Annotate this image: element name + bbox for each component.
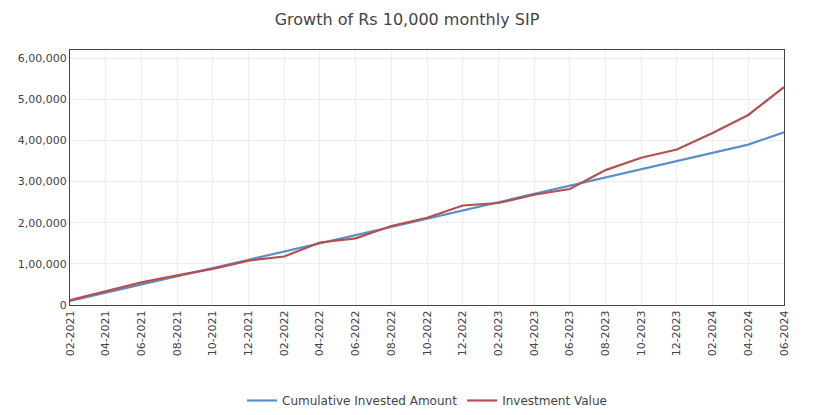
svg-text:12-2023: 12-2023	[670, 310, 683, 356]
svg-text:Growth of Rs 10,000 monthly SI: Growth of Rs 10,000 monthly SIP	[275, 10, 540, 29]
svg-text:0: 0	[60, 299, 67, 312]
svg-text:04-2024: 04-2024	[742, 310, 755, 356]
svg-text:02-2024: 02-2024	[706, 310, 719, 356]
svg-text:04-2023: 04-2023	[528, 310, 541, 356]
svg-text:10-2021: 10-2021	[206, 310, 219, 356]
svg-text:Investment Value: Investment Value	[502, 394, 607, 408]
svg-text:02-2023: 02-2023	[492, 310, 505, 356]
svg-text:5,00,000: 5,00,000	[18, 93, 67, 106]
svg-text:6,00,000: 6,00,000	[18, 52, 67, 65]
svg-text:06-2023: 06-2023	[563, 310, 576, 356]
svg-text:12-2022: 12-2022	[456, 310, 469, 356]
svg-text:06-2021: 06-2021	[135, 310, 148, 356]
svg-text:12-2021: 12-2021	[242, 310, 255, 356]
svg-text:08-2021: 08-2021	[171, 310, 184, 356]
svg-text:4,00,000: 4,00,000	[18, 134, 67, 147]
svg-text:10-2022: 10-2022	[421, 310, 434, 356]
svg-text:08-2022: 08-2022	[385, 310, 398, 356]
svg-text:3,00,000: 3,00,000	[18, 175, 67, 188]
svg-text:2,00,000: 2,00,000	[18, 217, 67, 230]
svg-text:Cumulative Invested Amount: Cumulative Invested Amount	[282, 394, 457, 408]
svg-text:06-2024: 06-2024	[778, 310, 791, 356]
svg-text:04-2022: 04-2022	[313, 310, 326, 356]
svg-text:1,00,000: 1,00,000	[18, 258, 67, 271]
svg-text:10-2023: 10-2023	[635, 310, 648, 356]
svg-text:02-2021: 02-2021	[64, 310, 77, 356]
svg-text:04-2021: 04-2021	[99, 310, 112, 356]
svg-text:08-2023: 08-2023	[599, 310, 612, 356]
svg-text:02-2022: 02-2022	[278, 310, 291, 356]
svg-text:06-2022: 06-2022	[349, 310, 362, 356]
